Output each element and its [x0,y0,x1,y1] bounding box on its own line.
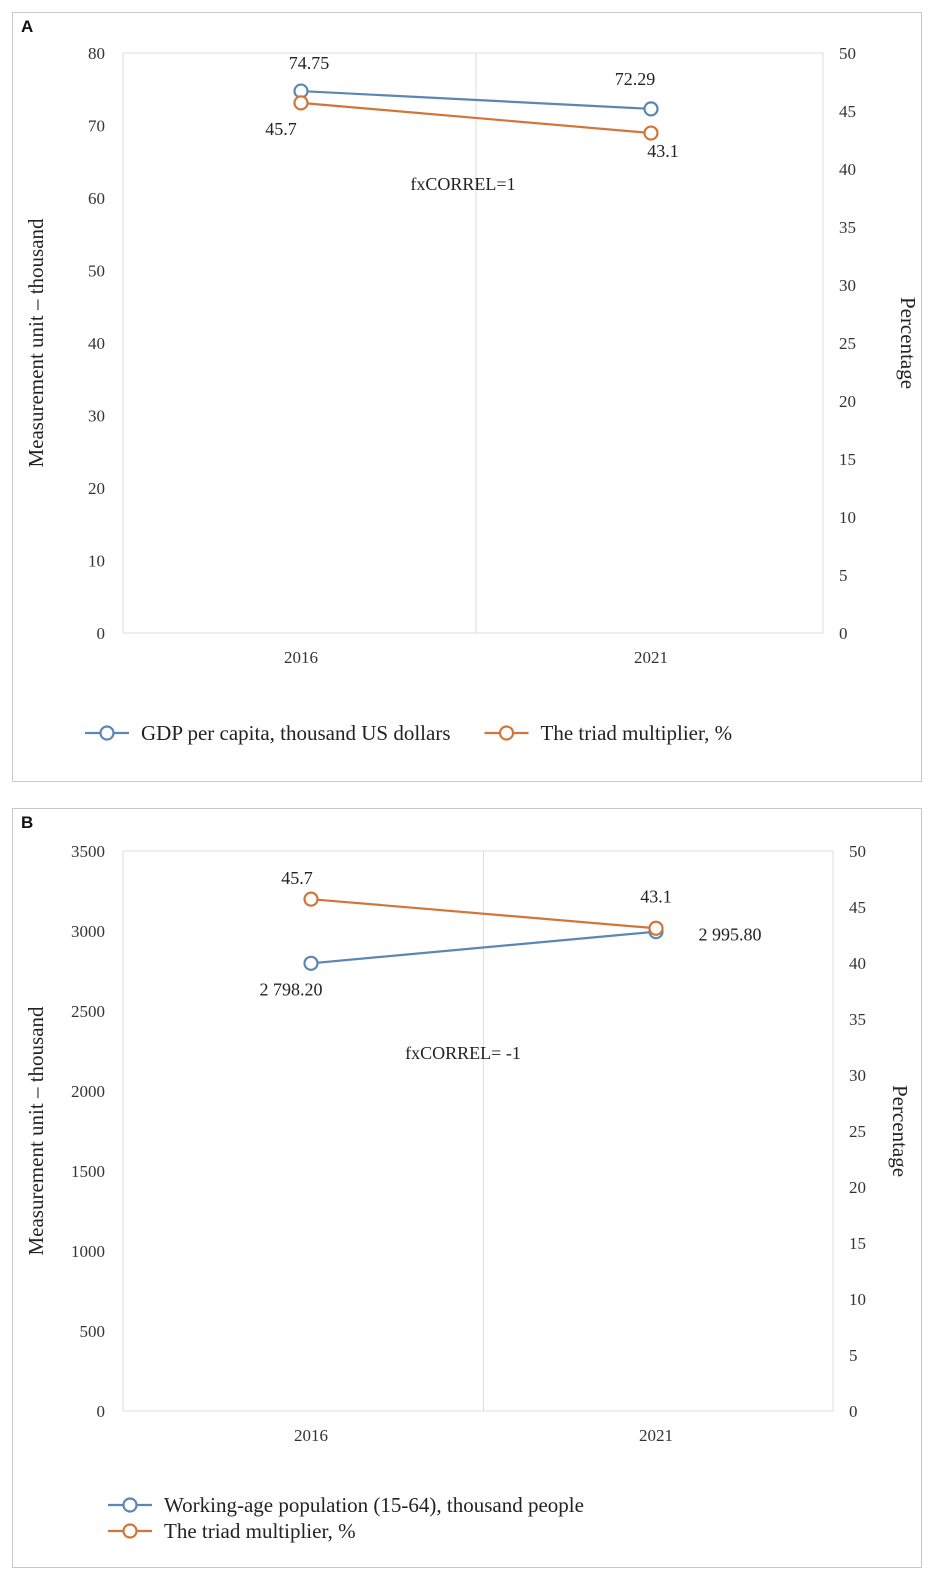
y2-tick-label: 50 [839,44,856,63]
y2-tick-label: 35 [839,218,856,237]
y-tick-label: 0 [97,624,106,643]
data-label: 43.1 [647,141,679,161]
correlation-annotation: fxCORREL=1 [410,174,515,194]
y2-axis-title: Percentage [888,1085,912,1177]
data-label: 2 798.20 [260,979,323,999]
series-line-1 [310,898,657,930]
y2-tick-label: 15 [849,1234,866,1253]
y2-tick-label: 25 [849,1122,866,1141]
y2-tick-label: 15 [839,450,856,469]
y2-tick-label: 30 [849,1066,866,1085]
plot-area [122,52,824,634]
data-label: 45.7 [281,868,313,888]
y-tick-label: 30 [88,407,105,426]
legend-marker [122,1523,138,1539]
y-tick-label: 80 [88,44,105,63]
y-tick-label: 50 [88,262,105,281]
x-tick-label: 2021 [639,1426,673,1445]
y-axis-title: Measurement unit – thousand [24,1006,48,1256]
data-point [643,101,659,117]
y-tick-label: 1000 [71,1242,105,1261]
data-point [648,920,664,936]
y-tick-label: 2000 [71,1082,105,1101]
plot-area [122,850,834,1412]
panel-label: A [21,17,34,36]
legend-marker [498,725,515,741]
y2-tick-label: 35 [849,1010,866,1029]
y2-tick-label: 30 [839,276,856,295]
x-tick-label: 2016 [294,1426,328,1445]
chart-panel-a: A 0 10 20 30 40 50 60 70 80 0 5 10 15 20 25 30 35 40 45 50 2… [12,12,922,782]
data-label: 45.7 [265,119,297,139]
y-tick-label: 0 [97,1402,106,1421]
y-tick-label: 3500 [71,842,105,861]
y-tick-label: 1500 [71,1162,105,1181]
legend-label: The triad multiplier, % [541,721,733,745]
y-tick-label: 60 [88,189,105,208]
data-label: 2 995.80 [699,925,762,945]
data-label: 74.75 [289,53,330,73]
y-tick-label: 20 [88,479,105,498]
y-tick-label: 70 [88,117,105,136]
y-tick-label: 10 [88,552,105,571]
y2-tick-label: 10 [849,1290,866,1309]
y2-tick-label: 5 [839,566,848,585]
correlation-annotation: fxCORREL= -1 [405,1043,521,1063]
y2-tick-label: 25 [839,334,856,353]
y2-tick-label: 40 [849,954,866,973]
y2-tick-label: 45 [839,102,856,121]
x-tick-label: 2016 [284,648,318,667]
y2-tick-label: 50 [849,842,866,861]
y-axis-title: Measurement unit – thousand [24,218,48,468]
panel-label: B [21,813,34,832]
data-point [293,95,309,111]
y2-tick-label: 40 [839,160,856,179]
y-tick-label: 40 [88,334,105,353]
data-label: 43.1 [640,886,672,906]
chart-panel-b: B 0 500 1000 1500 2000 2500 3000 3500 0 5 10 15 20 25… [12,808,922,1568]
legend-marker [99,725,115,741]
legend-label: Working-age population (15-64), thousand… [164,1493,584,1517]
data-point [643,125,659,141]
x-tick-label: 2021 [634,648,668,667]
legend-label: The triad multiplier, % [164,1519,356,1543]
data-point [303,891,319,907]
y2-tick-label: 45 [849,898,866,917]
series-line-1 [300,101,652,135]
series-line-0 [300,89,652,110]
y2-tick-label: 10 [839,508,856,527]
y2-tick-label: 5 [849,1346,858,1365]
y-tick-label: 2500 [71,1002,105,1021]
data-point [303,955,319,971]
y2-tick-label: 0 [849,1402,858,1421]
chart-b-svg: 0 500 1000 1500 2000 2500 3000 3500 0 5 10 15 20 25 30… [24,842,912,1543]
chart-a-svg: 0 10 20 30 40 50 60 70 80 0 5 10 15 20 25 30 35 40 45 50 201… [24,44,920,745]
y2-tick-label: 0 [839,624,848,643]
legend-marker [122,1497,138,1513]
legend-label: GDP per capita, thousand US dollars [141,721,451,745]
series-line-0 [310,930,657,965]
y2-tick-label: 20 [839,392,856,411]
data-label: 72.29 [615,69,656,89]
y-tick-label: 500 [80,1322,106,1341]
y-tick-label: 3000 [71,922,105,941]
y2-axis-title: Percentage [896,297,920,389]
y2-tick-label: 20 [849,1178,866,1197]
